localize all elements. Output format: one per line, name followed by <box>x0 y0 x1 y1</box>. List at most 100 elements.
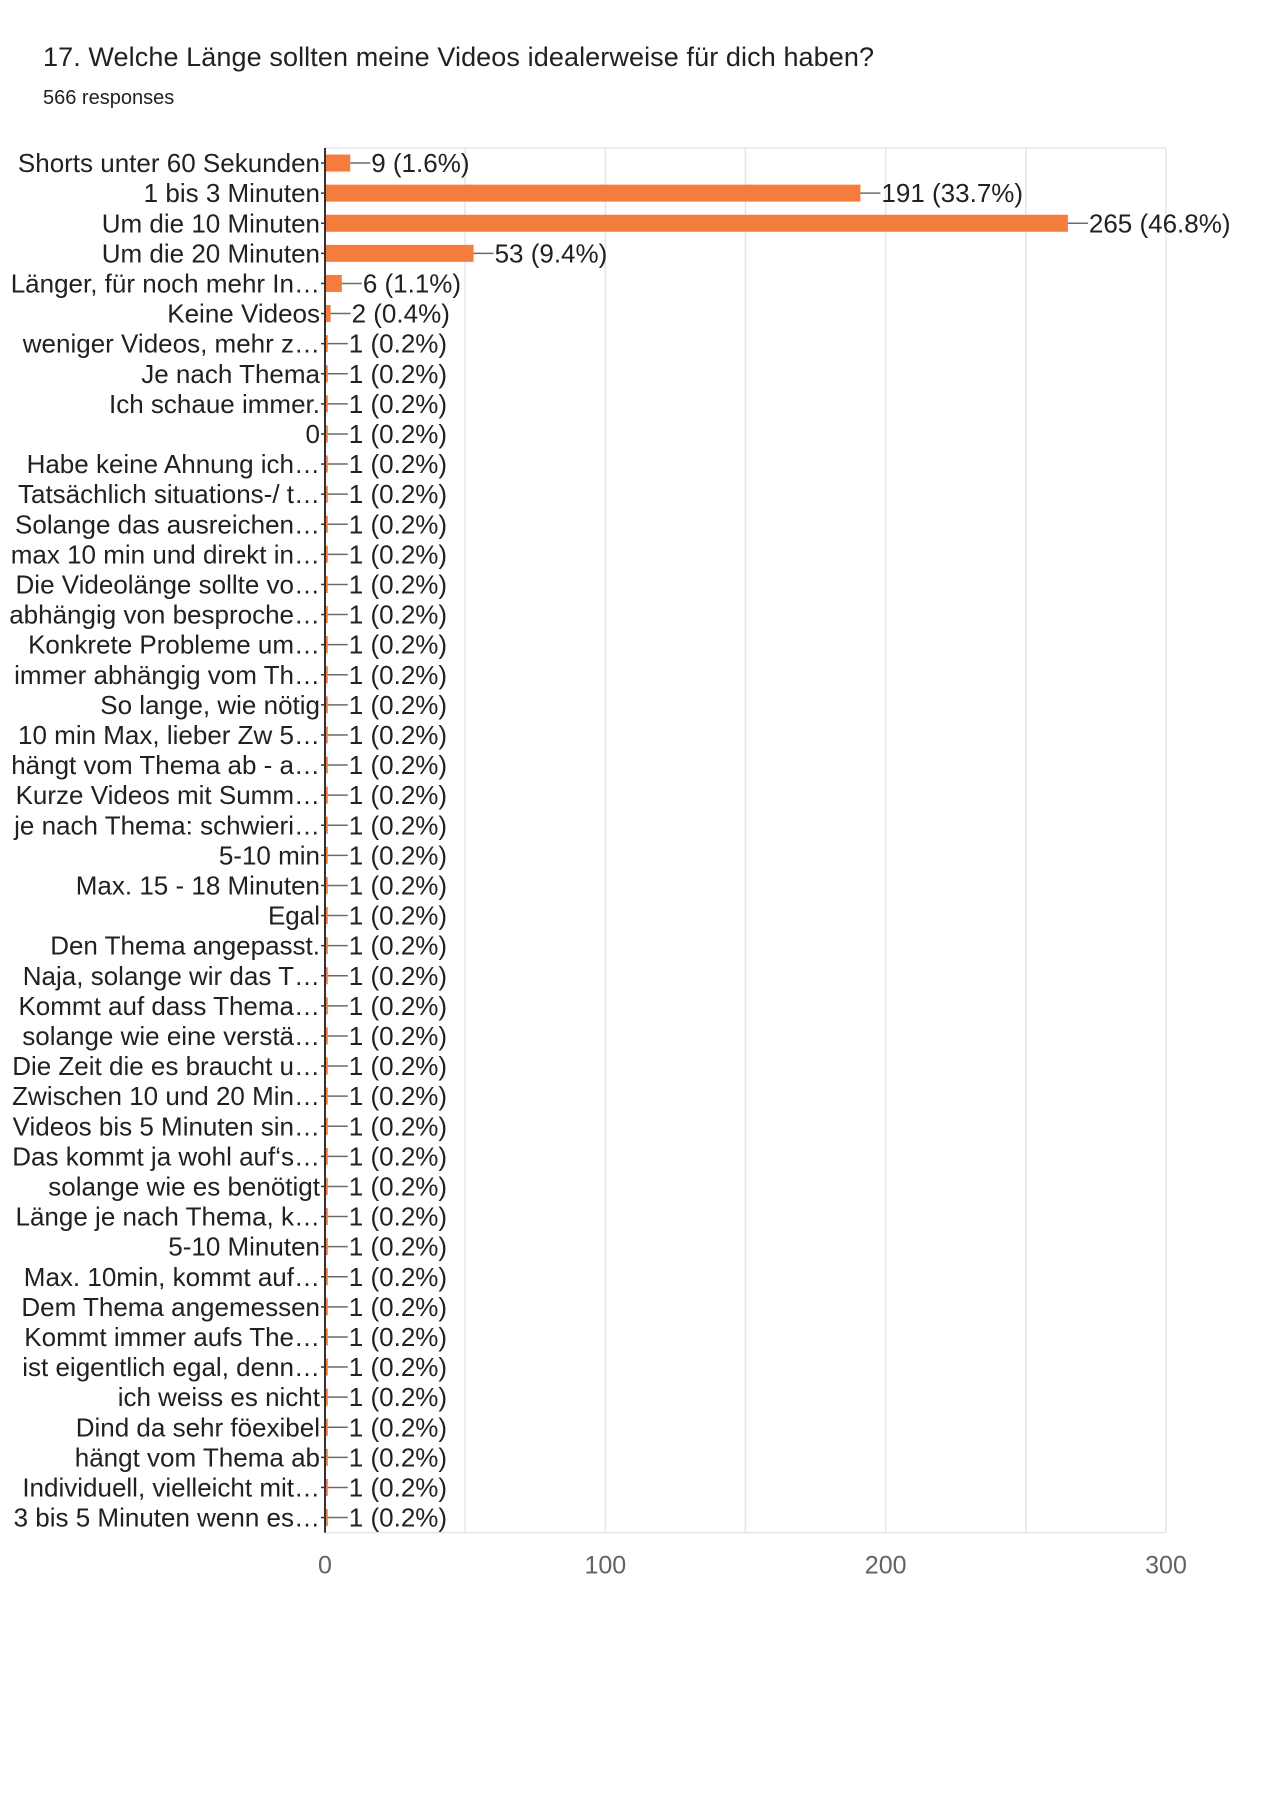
category-label: Dind da sehr föexibel <box>76 1412 320 1442</box>
category-label: weniger Videos, mehr z… <box>22 329 320 359</box>
bar <box>325 937 328 955</box>
bar <box>325 907 328 925</box>
bar <box>325 846 328 864</box>
category-label: Videos bis 5 Minuten sin… <box>13 1111 320 1141</box>
bar <box>325 1177 328 1195</box>
bar <box>325 816 328 834</box>
bar <box>325 515 328 533</box>
value-label: 1 (0.2%) <box>349 1111 447 1141</box>
category-label: Um die 20 Minuten <box>102 238 320 268</box>
value-label: 1 (0.2%) <box>349 901 447 931</box>
bars <box>325 154 1068 1527</box>
value-label: 1 (0.2%) <box>349 1382 447 1412</box>
category-label: solange wie eine verstä… <box>22 1021 320 1051</box>
bar <box>325 305 331 323</box>
category-label: Kommt immer aufs The… <box>24 1322 320 1352</box>
category-label: Dem Thema angemessen <box>21 1292 320 1322</box>
value-label: 1 (0.2%) <box>349 690 447 720</box>
value-label: 1 (0.2%) <box>349 1171 447 1201</box>
value-label: 1 (0.2%) <box>349 1051 447 1081</box>
value-label: 1 (0.2%) <box>349 840 447 870</box>
value-label: 1 (0.2%) <box>349 1322 447 1352</box>
category-label: Max. 10min, kommt auf… <box>24 1262 320 1292</box>
bar <box>325 425 328 443</box>
response-count: 566 responses <box>43 87 175 109</box>
bar <box>325 1388 328 1406</box>
category-label: Ich schaue immer. <box>109 389 320 419</box>
value-label: 1 (0.2%) <box>349 449 447 479</box>
bar <box>325 1208 328 1226</box>
bar <box>325 1087 328 1105</box>
bar <box>325 365 328 383</box>
category-label: Kurze Videos mit Summ… <box>16 780 320 810</box>
category-label: je nach Thema: schwieri… <box>13 810 320 840</box>
bar <box>325 1509 328 1527</box>
category-label: Individuell, vielleicht mit… <box>22 1472 320 1502</box>
category-label: Länge je nach Thema, k… <box>16 1202 320 1232</box>
category-label: Den Thema angepasst. <box>50 931 320 961</box>
value-label: 1 (0.2%) <box>349 1141 447 1171</box>
value-label: 1 (0.2%) <box>349 1292 447 1322</box>
category-label: Tatsächlich situations-/ t… <box>18 479 320 509</box>
bar <box>325 1147 328 1165</box>
axes: 0 100 200 300 <box>318 148 1187 1580</box>
bar <box>325 636 328 654</box>
category-label: Habe keine Ahnung ich… <box>27 449 320 479</box>
category-label: Egal <box>268 901 320 931</box>
value-label: 191 (33.7%) <box>881 178 1023 208</box>
bar <box>325 666 328 684</box>
category-label: 5-10 min <box>219 840 320 870</box>
category-label: hängt vom Thema ab <box>75 1442 320 1472</box>
bar <box>325 545 328 563</box>
value-label: 1 (0.2%) <box>349 389 447 419</box>
value-label: 1 (0.2%) <box>349 991 447 1021</box>
bar <box>325 606 328 624</box>
bar <box>325 214 1068 232</box>
category-label: ist eigentlich egal, denn… <box>22 1352 320 1382</box>
value-label: 1 (0.2%) <box>349 630 447 660</box>
category-label: Länger, für noch mehr In… <box>11 268 320 298</box>
bar <box>325 244 474 262</box>
category-label: Shorts unter 60 Sekunden <box>18 148 320 178</box>
bar <box>325 1057 328 1075</box>
value-label: 1 (0.2%) <box>349 1503 447 1533</box>
bar <box>325 997 328 1015</box>
category-label: So lange, wie nötig <box>100 690 320 720</box>
value-label: 9 (1.6%) <box>371 148 469 178</box>
category-label: 1 bis 3 Minuten <box>144 178 320 208</box>
value-label: 1 (0.2%) <box>349 569 447 599</box>
value-label: 1 (0.2%) <box>349 1262 447 1292</box>
bar <box>325 1328 328 1346</box>
bar <box>325 1358 328 1376</box>
category-label: Um die 10 Minuten <box>102 208 320 238</box>
bar <box>325 455 328 473</box>
category-label: Kommt auf dass Thema… <box>18 991 320 1021</box>
bar <box>325 335 328 353</box>
category-label: solange wie es benötigt <box>48 1171 321 1201</box>
category-label: Die Videolänge sollte vo… <box>16 569 320 599</box>
bar <box>325 154 351 172</box>
value-label: 1 (0.2%) <box>349 1352 447 1382</box>
bar <box>325 485 328 503</box>
value-label: 1 (0.2%) <box>349 509 447 539</box>
category-label: 10 min Max, lieber Zw 5… <box>18 720 320 750</box>
category-label: Zwischen 10 und 20 Min… <box>12 1081 320 1111</box>
bar <box>325 395 328 413</box>
bar <box>325 1238 328 1256</box>
value-label: 1 (0.2%) <box>349 870 447 900</box>
value-label: 1 (0.2%) <box>349 1442 447 1472</box>
bar <box>325 967 328 985</box>
category-label: Konkrete Probleme um… <box>28 630 320 660</box>
value-label: 2 (0.4%) <box>352 299 450 329</box>
value-label: 265 (46.8%) <box>1089 208 1231 238</box>
category-label: Keine Videos <box>167 299 320 329</box>
value-label: 1 (0.2%) <box>349 539 447 569</box>
category-label: abhängig von besproche… <box>9 600 320 630</box>
bar <box>325 575 328 593</box>
value-label: 1 (0.2%) <box>349 329 447 359</box>
category-label: immer abhängig vom Th… <box>14 660 320 690</box>
bar <box>325 274 342 292</box>
category-label: Je nach Thema <box>141 359 320 389</box>
